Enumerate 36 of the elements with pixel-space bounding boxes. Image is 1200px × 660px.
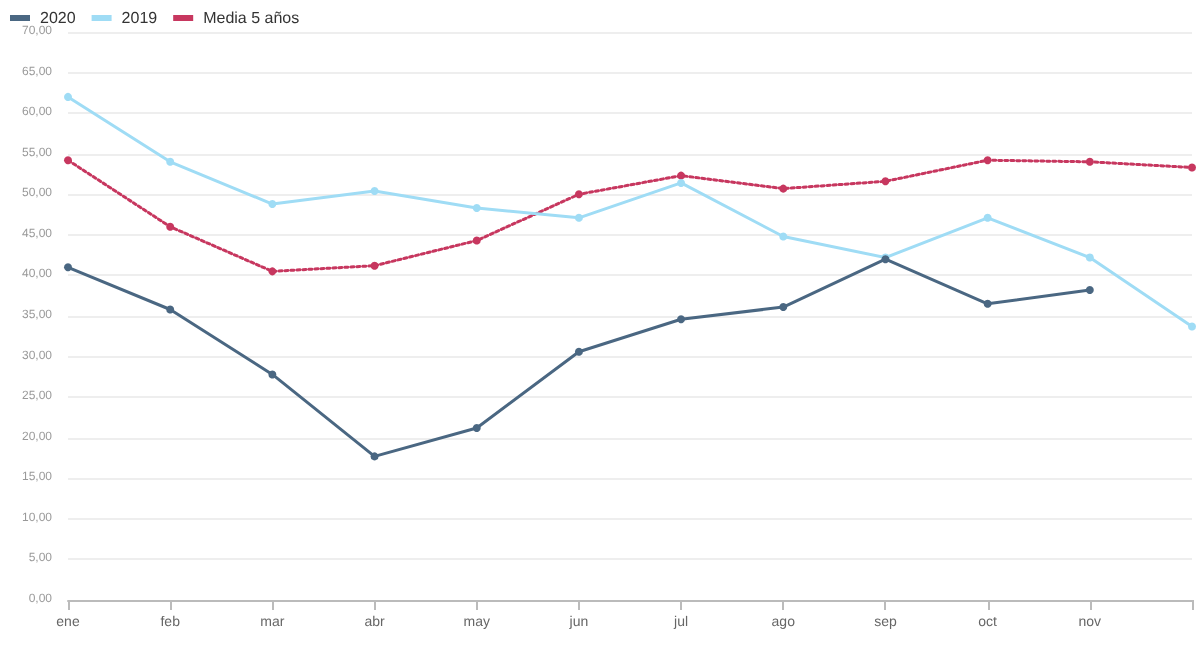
point <box>370 452 379 461</box>
point <box>574 347 583 356</box>
point <box>472 423 481 432</box>
point <box>779 184 788 193</box>
legend-label: 2020 <box>40 9 77 27</box>
point <box>881 177 890 186</box>
point <box>1188 163 1196 172</box>
point <box>268 267 277 276</box>
point <box>1085 157 1094 166</box>
point <box>574 190 583 199</box>
point <box>166 157 175 166</box>
point <box>983 213 992 222</box>
legend-label: Media 5 años <box>203 9 300 27</box>
point <box>779 232 788 241</box>
point <box>166 222 175 231</box>
legend-label: 2019 <box>121 9 159 27</box>
point <box>472 204 481 213</box>
point <box>370 261 379 270</box>
point <box>64 92 72 101</box>
point <box>268 370 277 379</box>
point <box>1085 286 1094 295</box>
point <box>64 263 72 272</box>
point <box>1188 322 1196 331</box>
point <box>574 213 583 222</box>
point <box>1085 253 1094 262</box>
point <box>677 171 686 180</box>
point <box>779 303 788 312</box>
point <box>983 156 992 165</box>
point <box>677 315 686 324</box>
point <box>677 178 686 187</box>
point <box>370 187 379 196</box>
point <box>166 305 175 314</box>
point <box>64 156 72 165</box>
point <box>983 299 992 308</box>
point <box>472 236 481 245</box>
point <box>268 200 277 209</box>
